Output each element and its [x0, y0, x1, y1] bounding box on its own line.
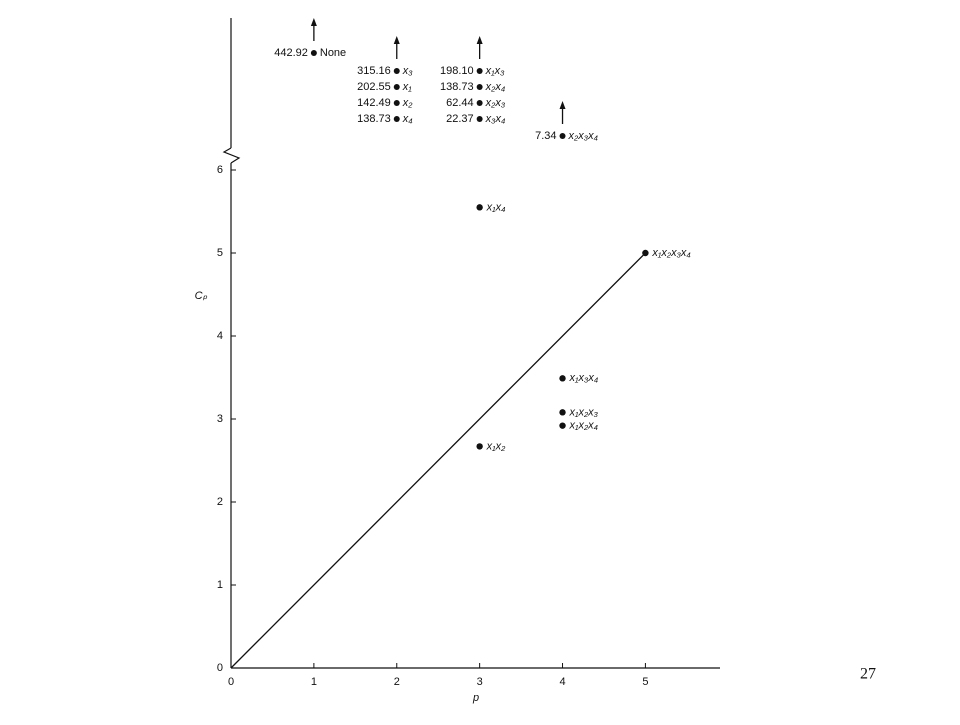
- axis-break: [222, 147, 241, 164]
- page-number: 27: [860, 666, 876, 683]
- x-tick-label: 4: [559, 676, 565, 688]
- arrow-head: [393, 36, 400, 44]
- off-scale-value: 442.92: [274, 47, 308, 59]
- off-scale-value: 142.49: [357, 97, 391, 109]
- off-scale-label: x₂x₃x₄: [568, 130, 598, 142]
- off-scale-point: [559, 133, 566, 139]
- point: [559, 409, 566, 416]
- y-axis-label: Cₚ: [195, 290, 208, 302]
- x-tick-label: 5: [642, 676, 648, 688]
- point: [476, 204, 483, 211]
- off-scale-value: 315.16: [357, 65, 391, 77]
- off-scale-value: 138.73: [440, 81, 474, 93]
- x-tick-label: 1: [311, 676, 317, 688]
- point-label: x₁x₂x₄: [569, 420, 599, 432]
- point: [559, 375, 566, 382]
- point-label: x₁x₂x₃x₄: [651, 247, 690, 259]
- off-scale-label: x₁x₃: [485, 65, 505, 77]
- off-scale-point: [393, 84, 400, 90]
- off-scale-label: x₁: [402, 81, 413, 93]
- y-tick-label: 6: [217, 164, 223, 176]
- off-scale-point: [393, 68, 400, 74]
- x-tick-label: 0: [228, 676, 234, 688]
- off-scale-label: None: [320, 47, 346, 59]
- off-scale-value: 62.44: [446, 97, 474, 109]
- reference-line: [230, 252, 646, 669]
- point-label: x₁x₂: [486, 440, 506, 452]
- y-tick-label: 4: [217, 330, 223, 342]
- off-scale-label: x₂x₃: [485, 97, 506, 109]
- off-scale-point: [476, 84, 483, 90]
- y-tick-label: 2: [217, 496, 223, 508]
- off-scale-point: [393, 100, 400, 106]
- off-scale-value: 138.73: [357, 113, 391, 125]
- off-scale-label: x₃x₄: [485, 113, 506, 125]
- point-label: x₁x₃x₄: [569, 372, 599, 384]
- point: [476, 443, 483, 450]
- x-tick-label: 3: [477, 676, 483, 688]
- y-tick-label: 0: [217, 662, 223, 674]
- off-scale-point: [476, 116, 483, 122]
- arrow-head: [476, 36, 483, 44]
- arrow-head: [310, 18, 317, 26]
- off-scale-value: 7.34: [535, 130, 556, 142]
- point: [559, 422, 566, 429]
- off-scale-point: [393, 116, 400, 122]
- off-scale-label: x₂: [402, 97, 414, 109]
- arrow-head: [559, 101, 566, 109]
- x-axis-label: p: [472, 692, 479, 704]
- point: [642, 249, 649, 257]
- off-scale-point: [476, 100, 483, 106]
- off-scale-value: 202.55: [357, 81, 391, 93]
- y-tick-label: 1: [217, 579, 223, 591]
- off-scale-value: 22.37: [446, 113, 474, 125]
- off-scale-point: [476, 68, 483, 74]
- point-label: x₁x₂x₃: [569, 406, 599, 418]
- off-scale-label: x₃: [402, 65, 414, 77]
- x-tick-label: 2: [394, 676, 400, 688]
- y-tick-label: 3: [217, 413, 223, 425]
- off-scale-label: x₄: [402, 113, 413, 125]
- y-tick-label: 5: [217, 247, 223, 259]
- off-scale-value: 198.10: [440, 65, 474, 77]
- off-scale-label: x₂x₄: [485, 81, 506, 93]
- off-scale-point: [310, 50, 317, 56]
- point-label: x₁x₄: [486, 201, 506, 213]
